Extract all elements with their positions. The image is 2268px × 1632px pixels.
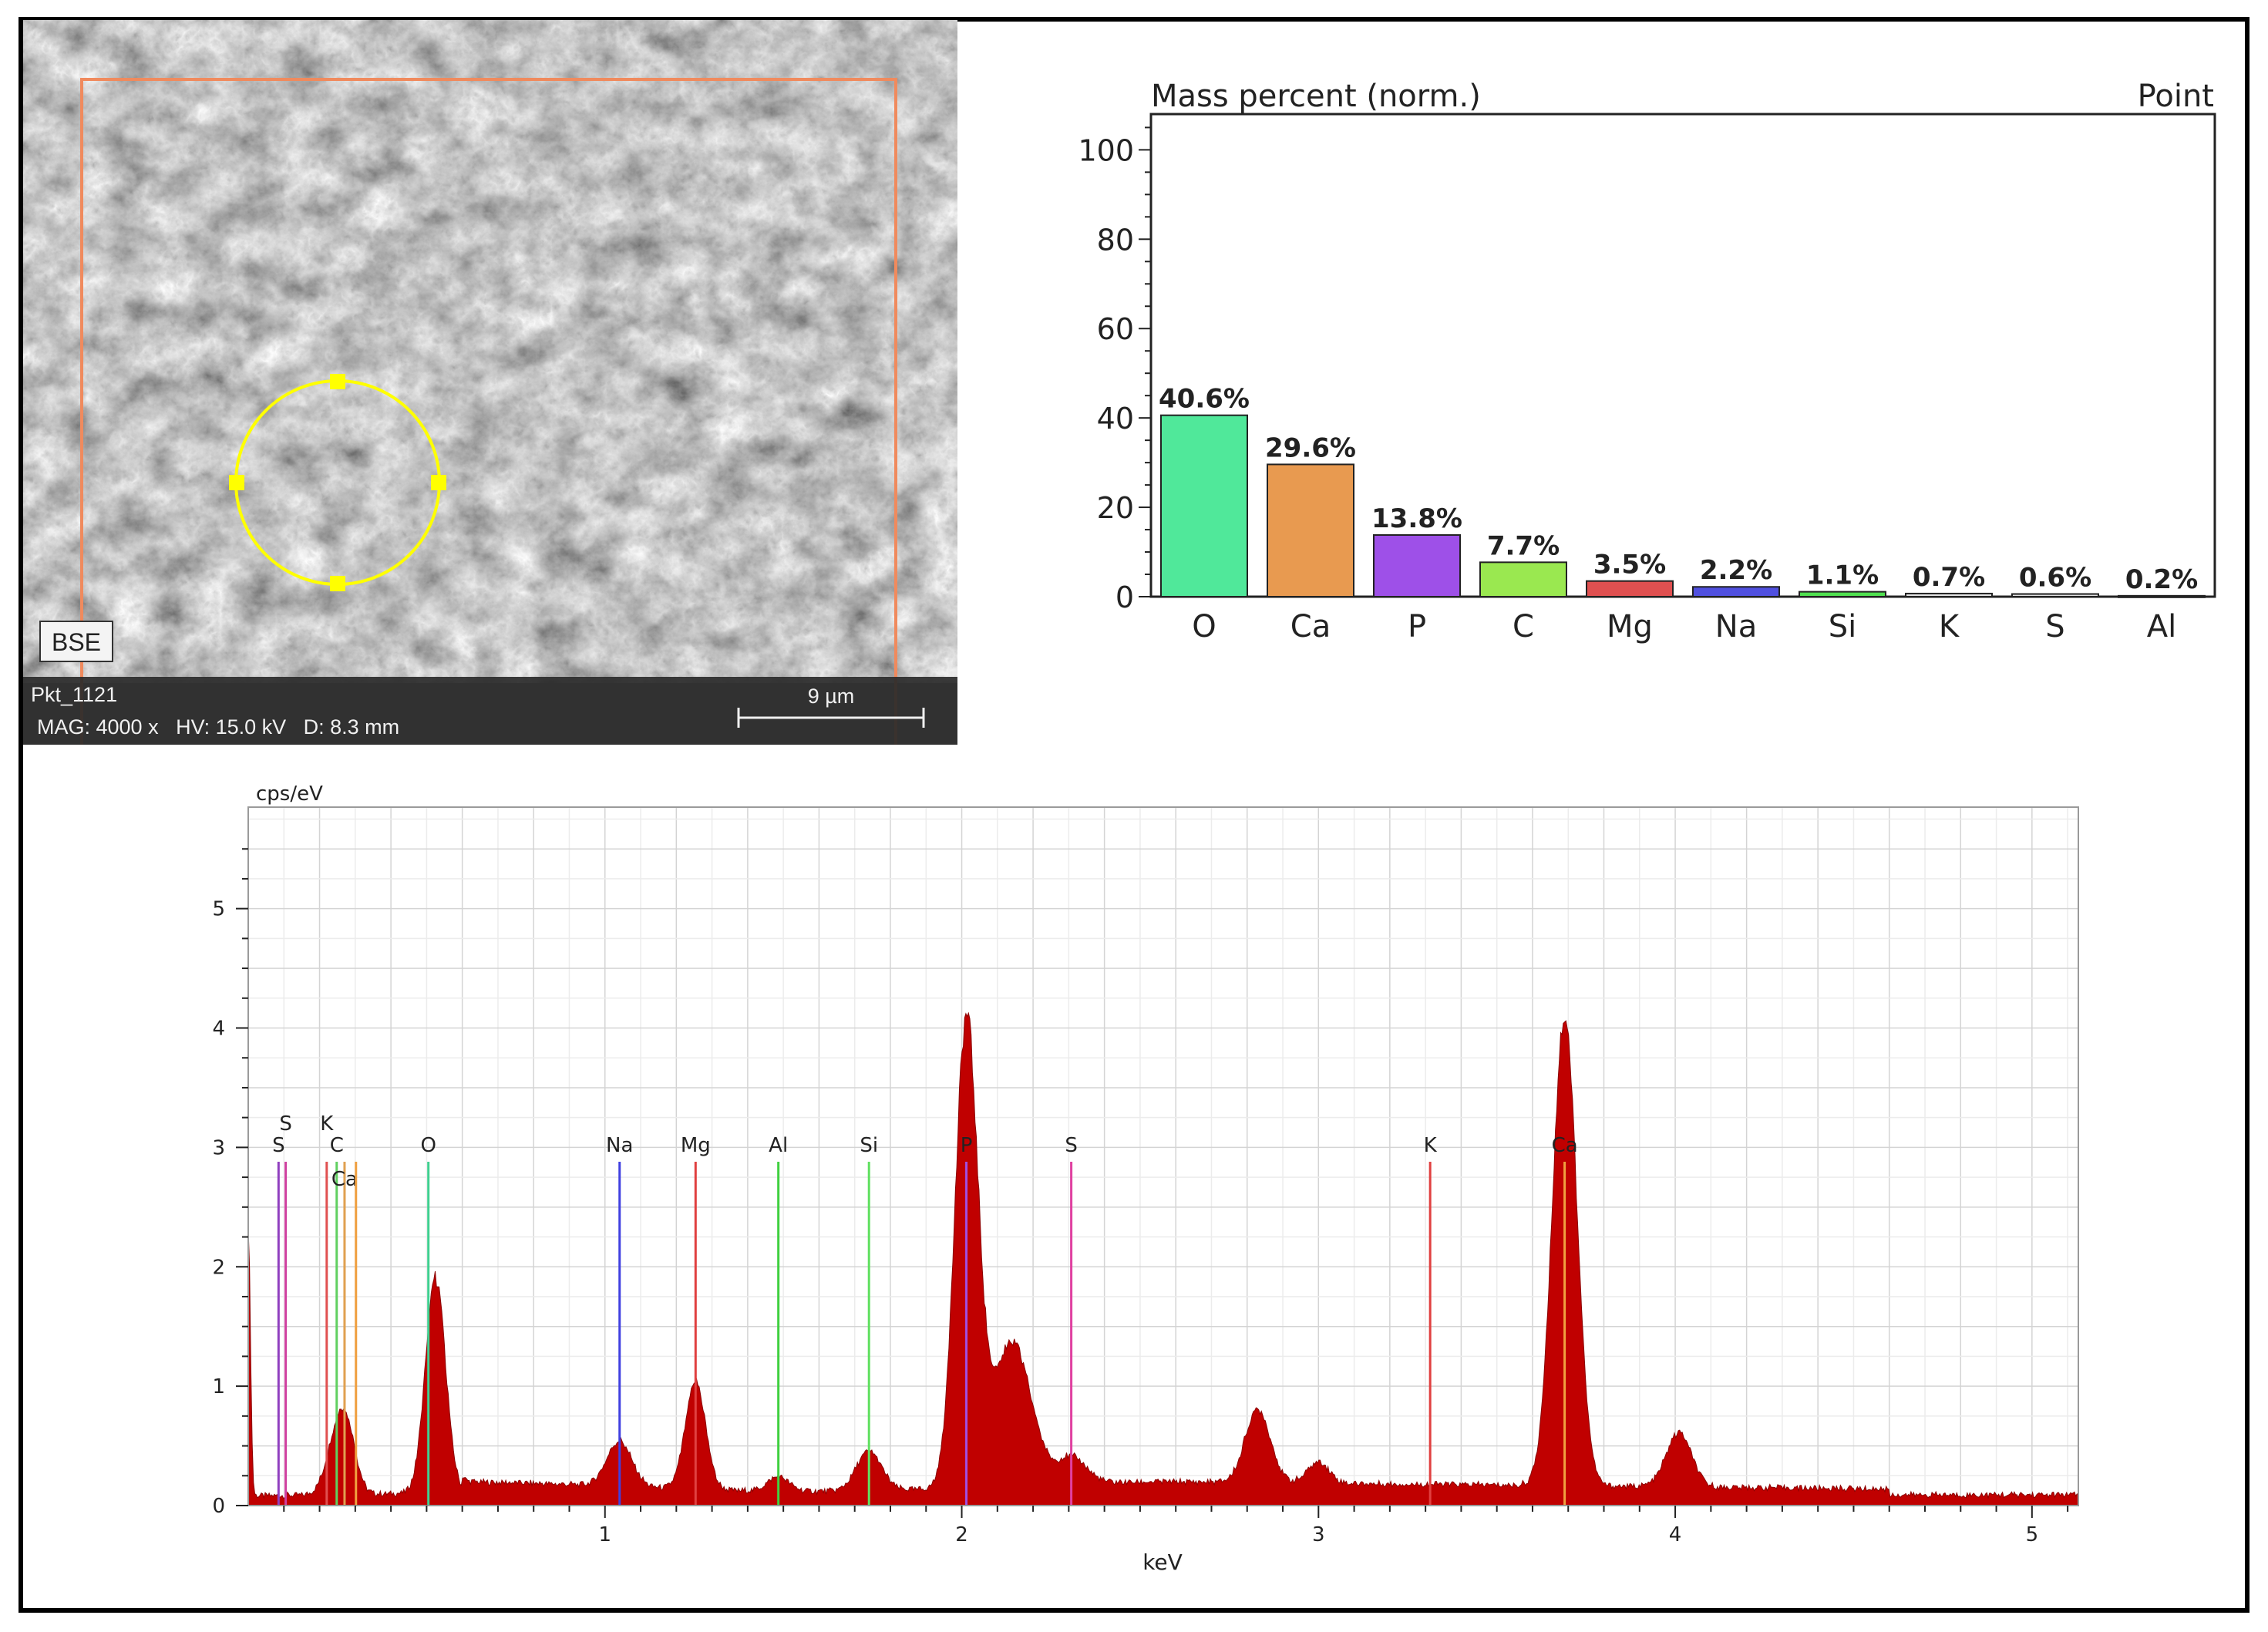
sem-micrograph: BSE Pkt_1121 MAG: 4000 x HV: 15.0 kV D: … (23, 20, 957, 745)
circle-handle-left[interactable] (229, 475, 244, 490)
sem-info-bar (23, 677, 957, 745)
circle-handle-bottom[interactable] (330, 576, 345, 591)
circle-handle-top[interactable] (330, 374, 345, 389)
scale-bar-label: 9 µm (808, 685, 855, 708)
sem-texture-fine (23, 20, 957, 683)
point-name: Pkt_1121 (31, 683, 117, 706)
roi-rectangle[interactable] (80, 78, 897, 745)
acquisition-info: MAG: 4000 x HV: 15.0 kV D: 8.3 mm (37, 715, 399, 739)
detector-badge-box (39, 621, 113, 662)
detector-badge: BSE (52, 628, 101, 656)
circle-handle-right[interactable] (431, 475, 446, 490)
figure-frame (19, 17, 2249, 1613)
scale-bar (737, 708, 925, 728)
